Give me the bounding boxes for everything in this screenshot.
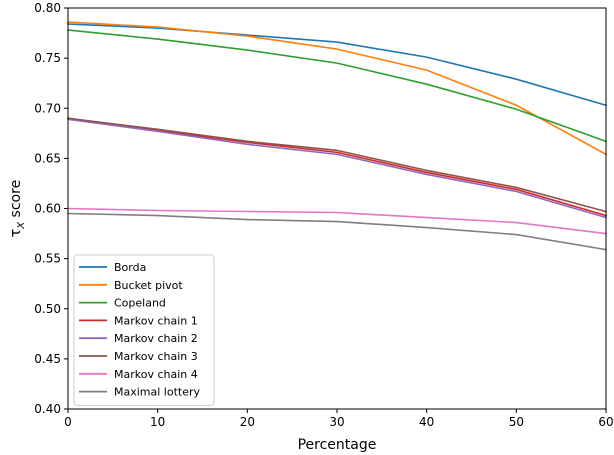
x-tick-label: 30 bbox=[329, 415, 344, 429]
x-tick-label: 20 bbox=[240, 415, 255, 429]
y-tick-label: 0.65 bbox=[34, 151, 61, 165]
x-tick-label: 10 bbox=[150, 415, 165, 429]
series-line-markov-chain-1 bbox=[67, 117, 607, 217]
legend-box bbox=[73, 254, 215, 406]
y-tick-label: 0.50 bbox=[34, 302, 61, 316]
y-tick-label: 0.70 bbox=[34, 101, 61, 115]
legend-label: Markov chain 3 bbox=[114, 350, 198, 363]
y-axis-label: τX score bbox=[8, 180, 27, 237]
y-tick-label: 0.55 bbox=[34, 252, 61, 266]
legend-label: Maximal lottery bbox=[114, 386, 201, 399]
series-line-borda bbox=[67, 23, 607, 107]
y-tick-label: 0.60 bbox=[34, 202, 61, 216]
y-tick-label: 0.80 bbox=[34, 1, 61, 15]
series-line-copeland bbox=[67, 29, 608, 143]
legend-label: Bucket pivot bbox=[114, 279, 183, 292]
x-axis-label: Percentage bbox=[298, 437, 377, 453]
series-line-markov-chain-2 bbox=[67, 118, 607, 219]
ticks-layer: 0 10 20 30 40 50 60 0.40 0.45 0.50 0.55 0.60 0.65 0.7… bbox=[34, 1, 613, 429]
legend-label: Markov chain 1 bbox=[114, 314, 198, 327]
x-tick-label: 50 bbox=[509, 415, 524, 429]
series-line-bucket-pivot bbox=[67, 21, 608, 156]
series-line-markov-chain-4 bbox=[67, 207, 607, 235]
plot-frame bbox=[67, 7, 607, 410]
x-tick-label: 60 bbox=[598, 415, 613, 429]
series-line-maximal-lottery bbox=[67, 212, 607, 251]
y-tick-label: 0.45 bbox=[34, 352, 61, 366]
series-line-markov-chain-3 bbox=[67, 117, 607, 213]
legend-label: Borda bbox=[114, 261, 146, 274]
x-tick-label: 0 bbox=[64, 415, 72, 429]
legend-label: Copeland bbox=[114, 297, 166, 310]
legend-label: Markov chain 4 bbox=[114, 368, 198, 381]
y-tick-label: 0.40 bbox=[34, 402, 61, 416]
x-tick-label: 40 bbox=[419, 415, 434, 429]
lines-layer bbox=[67, 21, 608, 251]
legend: Borda Bucket pivot Copeland Markov chain 1 M… bbox=[73, 254, 215, 406]
y-tick-label: 0.75 bbox=[34, 51, 61, 65]
legend-label: Markov chain 2 bbox=[114, 332, 198, 345]
